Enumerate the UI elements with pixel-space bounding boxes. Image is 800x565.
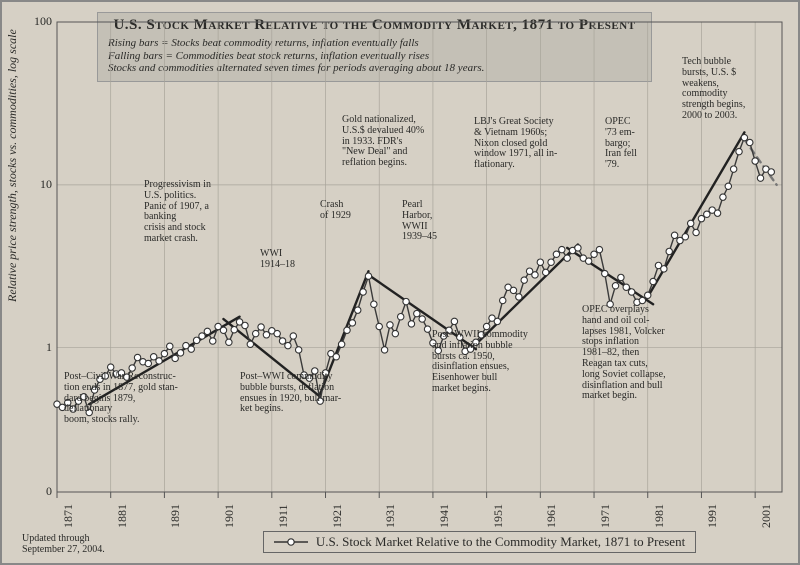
annotation: OPEC'73 em-bargo;Iran fell'79. — [605, 117, 665, 171]
annotation: Post–Civil War Reconstruc-tion ends in 1… — [64, 372, 209, 426]
y-tick: 1 — [22, 340, 52, 355]
annotation: Progressivism inU.S. politics.Panic of 1… — [144, 180, 254, 245]
x-tick: 1991 — [705, 504, 720, 528]
y-tick: 10 — [22, 177, 52, 192]
x-tick: 1931 — [383, 504, 398, 528]
update-note: Updated throughSeptember 27, 2004. — [22, 533, 105, 555]
y-tick: 0 — [22, 484, 52, 499]
x-tick: 2001 — [759, 504, 774, 528]
annotation: WWI1914–18 — [260, 249, 320, 271]
annotation: Crashof 1929 — [320, 200, 370, 222]
x-tick: 1971 — [598, 504, 613, 528]
annotation: Post–WWII commodityand inflation bubbleb… — [432, 330, 582, 395]
y-tick: 100 — [22, 14, 52, 29]
x-tick: 1951 — [491, 504, 506, 528]
legend-swatch — [274, 536, 308, 548]
x-tick: 1901 — [222, 504, 237, 528]
chart-svg — [2, 2, 800, 565]
annotation: Gold nationalized,U.S.$ devalued 40%in 1… — [342, 115, 472, 169]
annotation: PearlHarbor,WWII1939–45 — [402, 200, 462, 243]
y-axis-label: Relative price strength, stocks vs. comm… — [5, 29, 20, 302]
legend-label: U.S. Stock Market Relative to the Commod… — [316, 534, 685, 550]
x-tick: 1941 — [437, 504, 452, 528]
chart-frame: { "layout":{ "width":800,"height":565, "… — [0, 0, 800, 565]
x-tick: 1881 — [115, 504, 130, 528]
legend: U.S. Stock Market Relative to the Commod… — [177, 531, 782, 553]
x-tick: 1981 — [652, 504, 667, 528]
x-tick: 1911 — [276, 504, 291, 528]
annotation: OPEC overplayshand and oil col-lapses 19… — [582, 305, 732, 402]
x-tick: 1871 — [61, 504, 76, 528]
x-tick: 1891 — [168, 504, 183, 528]
annotation: Post–WWI commoditybubble bursts, deflati… — [240, 372, 385, 415]
annotation: LBJ's Great Society& Vietnam 1960s;Nixon… — [474, 117, 604, 171]
x-tick: 1921 — [330, 504, 345, 528]
annotation: Tech bubblebursts, U.S. $weakens,commodi… — [682, 57, 792, 122]
x-tick: 1961 — [544, 504, 559, 528]
